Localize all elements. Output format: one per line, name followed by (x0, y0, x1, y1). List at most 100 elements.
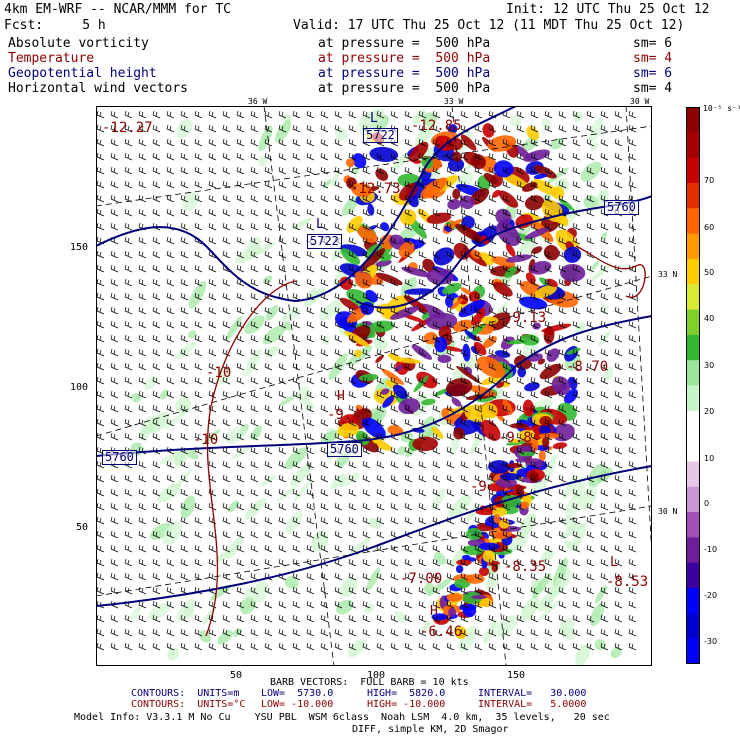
vorticity-cell (381, 368, 405, 385)
wind-barb (194, 250, 203, 259)
vorticity-cell (539, 363, 562, 380)
rainband-cell (448, 607, 457, 618)
wind-barb (306, 194, 315, 203)
wind-barb (530, 110, 539, 119)
wind-barb (488, 292, 497, 301)
vorticity-cell (481, 316, 499, 325)
wind-barb (250, 124, 259, 133)
vorticity-blob (144, 375, 158, 390)
wind-barb (432, 264, 441, 273)
model-title: 4km EM-WRF -- NCAR/MMM for TC (4, 2, 231, 17)
wind-barb (558, 236, 567, 245)
wind-barb (600, 152, 609, 161)
contour-height-low: LOW= 5730.0 (261, 688, 334, 699)
rainband-cell (493, 513, 501, 524)
wind-barb (572, 138, 581, 147)
wind-barb (460, 110, 469, 119)
wind-barb (530, 222, 539, 231)
wind-barb (264, 278, 273, 287)
high-marker: H (430, 604, 438, 619)
vorticity-blob (336, 599, 354, 615)
temp-label: -8.70 (566, 359, 609, 375)
vorticity-cell (447, 199, 461, 210)
wind-barb (614, 278, 623, 287)
wind-barb (110, 194, 119, 203)
wind-barb (208, 236, 217, 245)
colorbar-tick: 50 (704, 268, 715, 277)
wind-barb (264, 236, 273, 245)
wind-barb (502, 152, 511, 161)
wind-barb (390, 236, 399, 245)
wind-barb (530, 138, 539, 147)
wind-barb (544, 208, 553, 217)
wind-barb (208, 292, 217, 301)
wind-barb (586, 138, 595, 147)
wind-barb (194, 264, 203, 273)
wind-barb (124, 138, 133, 147)
colorbar-tick: 60 (704, 223, 715, 232)
wind-barb (334, 166, 343, 175)
rainband-cell (531, 439, 539, 452)
contour-temp-low: LOW= -10.000 (261, 699, 334, 710)
vorticity-blob (470, 430, 486, 454)
wind-barb (460, 166, 469, 175)
wind-barb (96, 152, 105, 161)
wind-barb (628, 180, 637, 189)
wind-barb (516, 278, 525, 287)
vorticity-blob (319, 298, 345, 321)
wind-barb (558, 278, 567, 287)
wind-barb (488, 138, 497, 147)
wind-barb (488, 166, 497, 175)
vorticity-blob (601, 231, 608, 240)
rainband-cell (476, 525, 495, 532)
wind-barb (474, 194, 483, 203)
wind-barb (362, 292, 371, 301)
wind-barb (558, 264, 567, 273)
vorticity-cell (560, 263, 586, 282)
wind-barb (586, 194, 595, 203)
x-tick-label: 50 (230, 670, 243, 681)
wind-barb (390, 292, 399, 301)
rainband-cell (509, 422, 529, 429)
wind-barb (236, 236, 245, 245)
rainband-cell (538, 450, 546, 462)
wind-barb (96, 110, 105, 119)
wind-barb (110, 264, 119, 273)
wind-barb (460, 138, 469, 147)
vorticity-blob (131, 393, 141, 403)
colorbar-band (686, 486, 700, 513)
wind-barb (208, 166, 217, 175)
rainband-cell (466, 527, 483, 541)
vorticity-blob (187, 330, 197, 339)
wind-barb (278, 208, 287, 217)
wind-barb (572, 110, 581, 119)
wind-barb (222, 222, 231, 231)
wind-barb (558, 194, 567, 203)
wind-barb (264, 152, 273, 161)
vorticity-blob (227, 500, 239, 513)
vorticity-blob (349, 536, 372, 555)
wind-barb (474, 166, 483, 175)
vorticity-cell (524, 382, 540, 392)
wind-barb (334, 208, 343, 217)
wind-barb (166, 152, 175, 161)
vorticity-cell (531, 246, 543, 254)
wind-barb (138, 250, 147, 259)
vorticity-cell (533, 173, 548, 180)
vorticity-cell (382, 395, 395, 408)
wind-barb (474, 250, 483, 259)
wind-barb (404, 278, 413, 287)
wind-barb (250, 110, 259, 119)
wind-barb (306, 124, 315, 133)
vorticity-blob (254, 242, 276, 256)
wind-barb (236, 250, 245, 259)
wind-barb (278, 236, 287, 245)
vorticity-cell (526, 125, 540, 141)
vorticity-blob (320, 430, 340, 444)
vorticity-blob (510, 115, 522, 127)
wind-barb (432, 194, 441, 203)
wind-barb (390, 194, 399, 203)
vorticity-blob (560, 522, 587, 540)
wind-barb (474, 264, 483, 273)
wind-barb (516, 194, 525, 203)
